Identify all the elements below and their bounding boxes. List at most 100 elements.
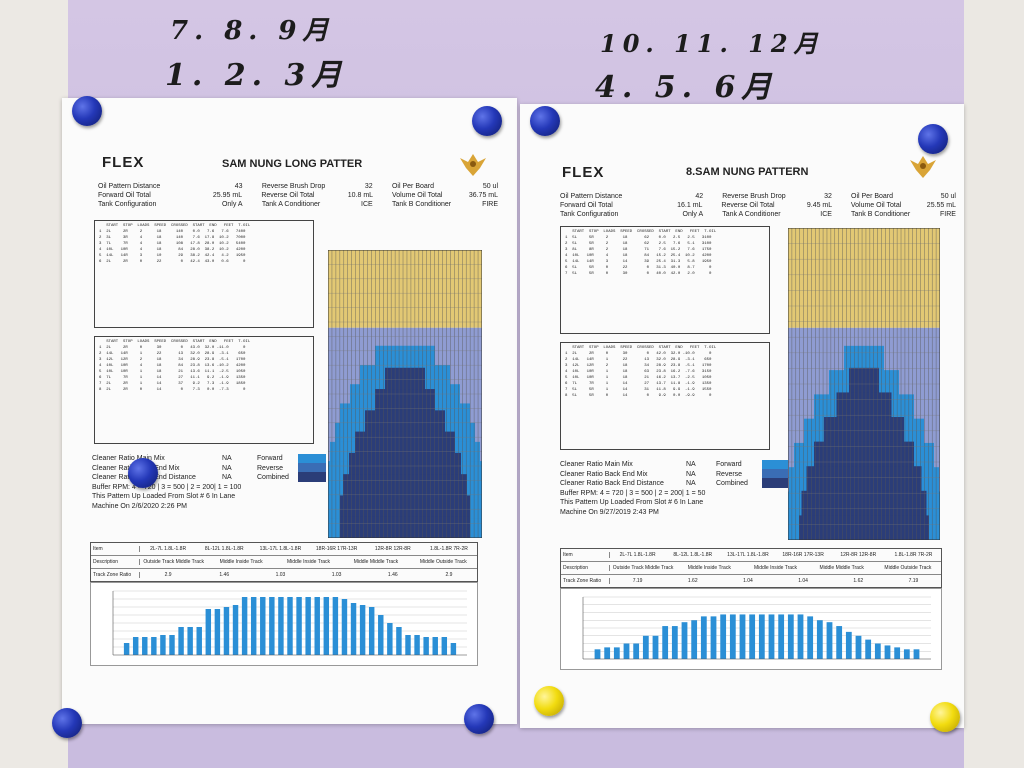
magnet-blue (52, 708, 82, 738)
oil-bar (787, 614, 794, 659)
oil-bar (423, 637, 429, 655)
oil-bar (196, 627, 202, 655)
oil-bar (396, 627, 402, 655)
lane-oil-core (806, 466, 922, 492)
oil-bar (855, 635, 862, 659)
lane-oil-core (799, 515, 929, 540)
oil-bar (836, 626, 843, 659)
flex-logo: FLEX (562, 164, 605, 181)
oil-bar (178, 627, 184, 655)
cleaner-notes: Cleaner Ratio Main Mix NA Forward Cleaner … (560, 461, 748, 516)
oil-bar (387, 623, 393, 655)
oil-bar (758, 614, 765, 659)
lane-oil-band (375, 345, 435, 366)
handwriting-left-line1: 7. 8. 9月 (170, 16, 335, 46)
legend-swatches (762, 460, 788, 488)
oil-bar (623, 643, 630, 659)
oil-bar (160, 635, 166, 655)
oil-bar (681, 622, 688, 659)
forward-table: START STOP LOADS SPEED CROSSED START END… (560, 226, 770, 334)
oil-bar (269, 597, 275, 655)
lane-oil-core (340, 516, 470, 538)
lane-oil-core (343, 474, 467, 497)
oil-bar (749, 614, 756, 659)
magnet-blue (472, 106, 502, 136)
lane-oil-core (824, 417, 904, 443)
oil-bar (450, 643, 457, 655)
oil-bar (341, 599, 348, 655)
oil-bar (278, 597, 284, 655)
oil-bar (652, 635, 659, 659)
left-sheet: FLEX SAM NUNG LONG PATTER Oil Pattern Di… (62, 98, 517, 724)
magnet-blue (128, 458, 158, 488)
oil-bar (729, 614, 736, 659)
oil-bar (323, 597, 330, 655)
oil-bar (132, 637, 139, 655)
wall-left (0, 0, 68, 768)
oil-bar (845, 631, 852, 659)
oil-bar (250, 597, 257, 655)
oil-bar (816, 620, 823, 659)
oil-bar (332, 597, 339, 655)
board-bar-chart (560, 588, 942, 670)
oil-bar (214, 609, 221, 655)
handwriting-right-line2: 4. 5. 6月 (595, 70, 778, 105)
lane-oil-band (844, 345, 884, 372)
wall-right (964, 0, 1024, 768)
lane-oil-core (375, 389, 435, 412)
oil-bar (700, 616, 707, 659)
board-bar-chart (90, 582, 478, 666)
oil-bar (710, 616, 717, 659)
oil-bar (613, 647, 620, 659)
emblem-icon (908, 152, 938, 182)
lane-oil-core (814, 441, 914, 468)
pattern-info: Oil Pattern Distance 42 Reverse Brush Drop… (560, 193, 956, 218)
lane-oil-core (836, 392, 892, 419)
cleaner-notes: Cleaner Ratio Main Mix NA Forward Cleaner … (92, 455, 289, 510)
oil-bar (865, 639, 872, 659)
legend-swatches (298, 454, 326, 482)
lane-oil-core (801, 490, 927, 517)
forward-table: START STOP LOADS SPEED CROSSED START END… (94, 220, 314, 328)
oil-bar (187, 627, 193, 655)
oil-bar (441, 637, 448, 655)
oil-bar (241, 597, 248, 655)
emblem-icon (458, 150, 488, 180)
oil-bar (287, 597, 293, 655)
oil-bar (378, 615, 384, 655)
oil-bar (432, 637, 438, 655)
oil-bar (691, 620, 698, 659)
magnet-blue (918, 124, 948, 154)
lane-oil-graph (328, 250, 482, 538)
oil-bar (169, 635, 175, 655)
oil-bar (151, 637, 157, 655)
oil-bar (604, 647, 611, 659)
oil-bar (314, 597, 320, 655)
handwriting-left-line2: 1. 2. 3月 (165, 58, 348, 93)
oil-bar (778, 614, 785, 659)
lane-oil-core (355, 431, 455, 454)
oil-bar (260, 597, 266, 655)
oil-bar (359, 605, 366, 655)
oil-bar (720, 614, 727, 659)
oil-bar (414, 635, 420, 655)
oil-bar (405, 635, 411, 655)
lane-gold-zone (328, 250, 482, 328)
oil-bar (671, 626, 678, 659)
right-sheet: FLEX 8.SAM NUNG PATTERN Oil Pattern Dist… (520, 104, 964, 728)
pattern-info: Oil Pattern Distance 43 Reverse Brush Drop… (98, 183, 499, 208)
reverse-table: START STOP LOADS SPEED CROSSED START END… (560, 342, 770, 450)
oil-bar (903, 649, 910, 659)
oil-bar (368, 607, 375, 655)
pattern-title: SAM NUNG LONG PATTER (222, 158, 363, 170)
magnet-yellow (534, 686, 564, 716)
lane-gold-zone (788, 228, 940, 328)
oil-bar (296, 597, 302, 655)
oil-bar (142, 637, 148, 655)
magnet-blue (530, 106, 560, 136)
oil-bar (223, 607, 230, 655)
oil-bar (894, 647, 901, 659)
oil-bar (205, 609, 212, 655)
oil-bar (739, 614, 746, 659)
lane-oil-core (340, 495, 470, 518)
